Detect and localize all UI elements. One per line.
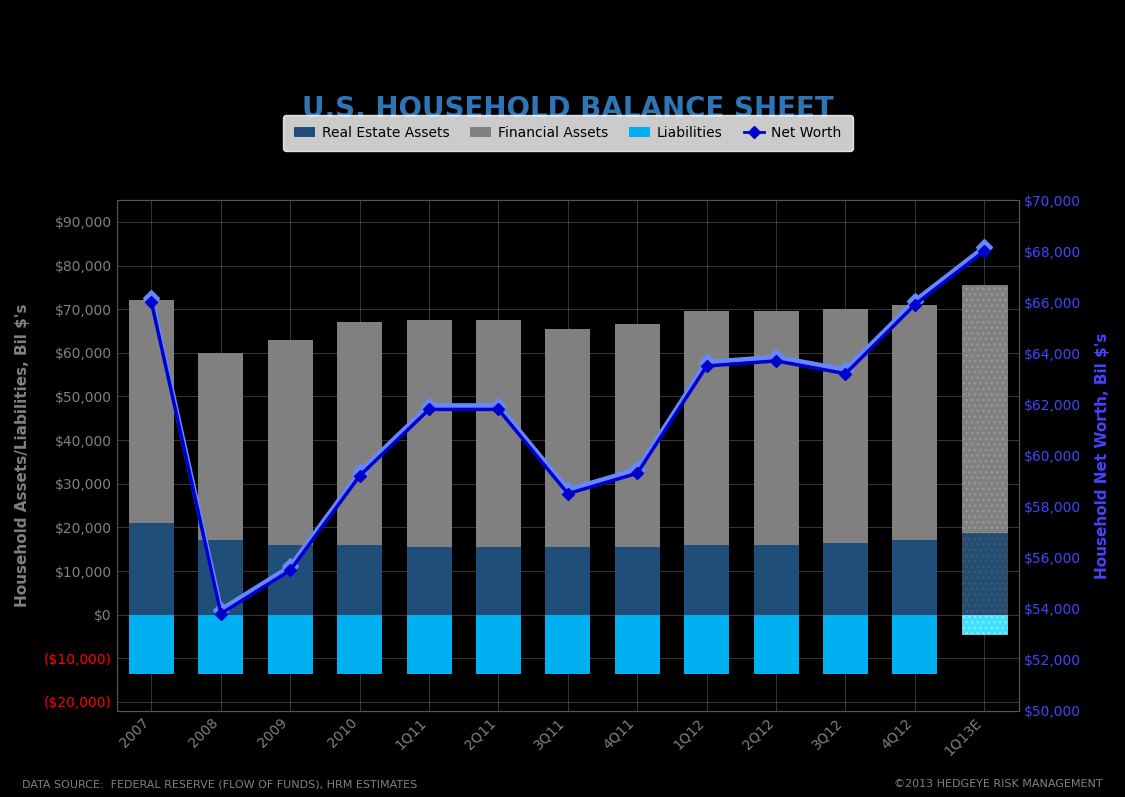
- Bar: [892, 304, 937, 540]
- Bar: [546, 329, 591, 547]
- Bar: [822, 309, 868, 543]
- Bar: [684, 312, 729, 545]
- Bar: [198, 353, 243, 540]
- Bar: [754, 312, 799, 545]
- Bar: [684, 614, 729, 673]
- Bar: [268, 545, 313, 614]
- Bar: [406, 614, 451, 673]
- Y-axis label: Household Net Worth, Bil $'s: Household Net Worth, Bil $'s: [1095, 332, 1110, 579]
- Bar: [892, 614, 937, 673]
- Bar: [198, 540, 243, 614]
- Bar: [198, 614, 243, 673]
- Bar: [546, 614, 591, 673]
- Bar: [892, 540, 937, 614]
- Bar: [754, 614, 799, 673]
- Bar: [476, 547, 521, 614]
- Title: U.S. HOUSEHOLD BALANCE SHEET: U.S. HOUSEHOLD BALANCE SHEET: [302, 95, 834, 123]
- Bar: [684, 545, 729, 614]
- Bar: [754, 545, 799, 614]
- Bar: [546, 547, 591, 614]
- Bar: [129, 523, 174, 614]
- Bar: [962, 614, 1007, 634]
- Bar: [614, 547, 660, 614]
- Bar: [338, 614, 383, 673]
- Bar: [962, 285, 1007, 532]
- Bar: [406, 320, 451, 547]
- Bar: [962, 532, 1007, 614]
- Text: DATA SOURCE:  FEDERAL RESERVE (FLOW OF FUNDS), HRM ESTIMATES: DATA SOURCE: FEDERAL RESERVE (FLOW OF FU…: [22, 779, 417, 789]
- Y-axis label: Household Assets/Liabilities, Bil $'s: Household Assets/Liabilities, Bil $'s: [15, 304, 30, 607]
- Bar: [822, 543, 868, 614]
- Bar: [406, 547, 451, 614]
- Bar: [476, 320, 521, 547]
- Bar: [822, 614, 868, 673]
- Bar: [614, 324, 660, 547]
- Bar: [129, 300, 174, 523]
- Bar: [268, 614, 313, 673]
- Bar: [476, 614, 521, 673]
- Bar: [268, 340, 313, 545]
- Bar: [129, 614, 174, 673]
- Bar: [614, 614, 660, 673]
- Bar: [338, 545, 383, 614]
- Bar: [338, 322, 383, 545]
- Legend: Real Estate Assets, Financial Assets, Liabilities, Net Worth: Real Estate Assets, Financial Assets, Li…: [284, 115, 853, 151]
- Text: ©2013 HEDGEYE RISK MANAGEMENT: ©2013 HEDGEYE RISK MANAGEMENT: [894, 779, 1102, 789]
